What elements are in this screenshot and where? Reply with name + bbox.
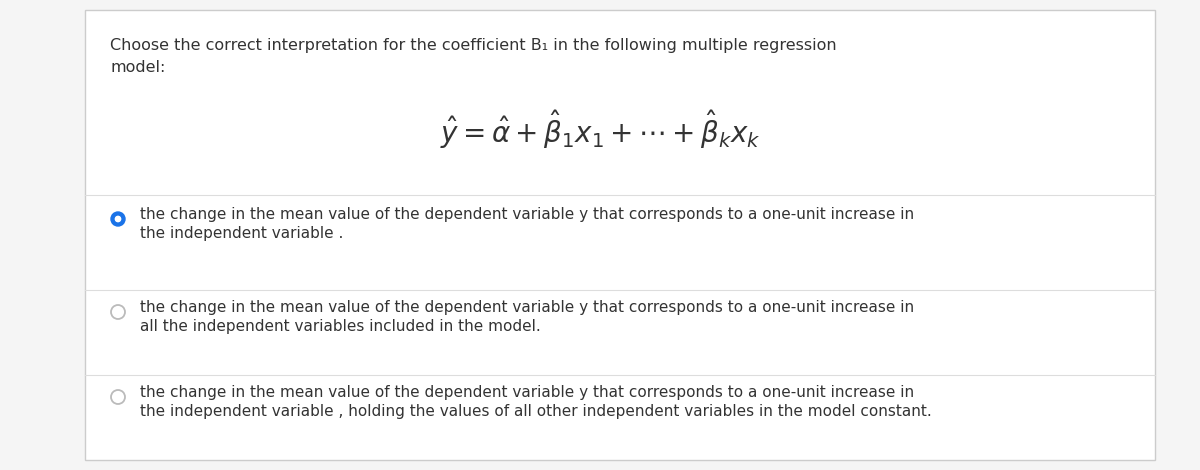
- Text: the change in the mean value of the dependent variable y that corresponds to a o: the change in the mean value of the depe…: [140, 385, 914, 400]
- Text: the independent variable .: the independent variable .: [140, 226, 343, 241]
- Text: all the independent variables included in the model.: all the independent variables included i…: [140, 319, 541, 334]
- Circle shape: [112, 212, 125, 226]
- Text: Choose the correct interpretation for the coefficient B₁ in the following multip: Choose the correct interpretation for th…: [110, 38, 836, 53]
- Text: the independent variable , holding the values of all other independent variables: the independent variable , holding the v…: [140, 404, 931, 419]
- Text: $\hat{y} = \hat{\alpha} + \hat{\beta}_1 x_1 + \cdots + \hat{\beta}_k x_k$: $\hat{y} = \hat{\alpha} + \hat{\beta}_1 …: [439, 109, 761, 151]
- Text: the change in the mean value of the dependent variable y that corresponds to a o: the change in the mean value of the depe…: [140, 300, 914, 315]
- Bar: [85, 10, 1154, 460]
- Text: model:: model:: [110, 60, 166, 75]
- Text: the change in the mean value of the dependent variable y that corresponds to a o: the change in the mean value of the depe…: [140, 207, 914, 222]
- Circle shape: [115, 216, 121, 222]
